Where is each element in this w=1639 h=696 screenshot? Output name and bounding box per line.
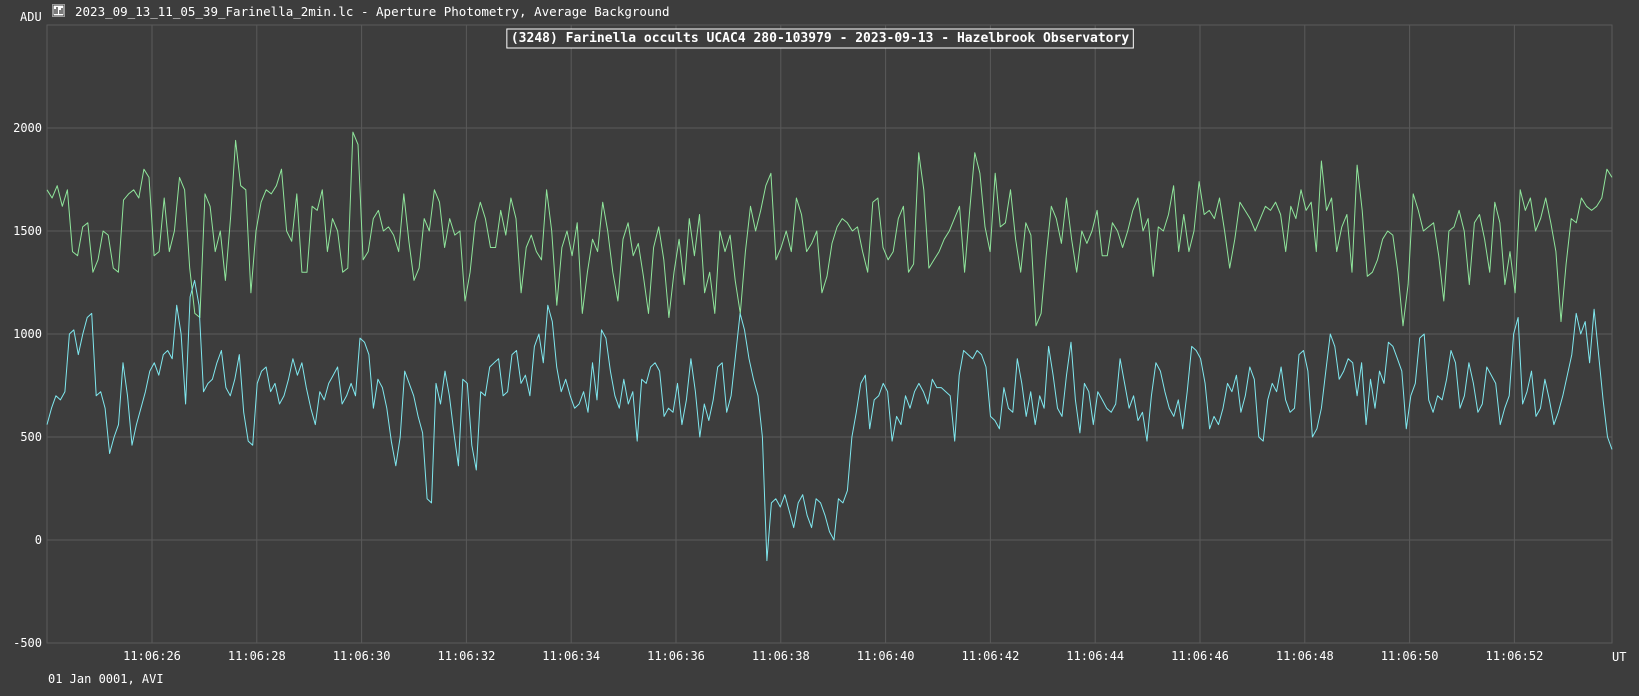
x-tick-label: 11:06:26 bbox=[123, 649, 181, 663]
file-title: 2023_09_13_11_05_39_Farinella_2min.lc - … bbox=[75, 4, 670, 19]
x-tick-label: 11:06:50 bbox=[1381, 649, 1439, 663]
x-tick-label: 11:06:36 bbox=[647, 649, 705, 663]
y-tick-label: 0 bbox=[35, 533, 42, 547]
x-tick-label: 11:06:52 bbox=[1486, 649, 1544, 663]
y-tick-labels: -500 0 500 1000 1500 2000 bbox=[13, 121, 42, 650]
x-tick-label: 11:06:32 bbox=[438, 649, 496, 663]
chart-title-box bbox=[506, 28, 1134, 49]
date-label: 01 Jan 0001, AVI bbox=[48, 672, 164, 686]
chart-title: (3248) Farinella occults UCAC4 280-10397… bbox=[506, 28, 1134, 49]
series-line-green bbox=[46, 131, 1613, 327]
series-line-cyan bbox=[46, 279, 1613, 562]
x-tick-label: 11:06:34 bbox=[542, 649, 600, 663]
x-tick-labels: 11:06:26 11:06:28 11:06:30 11:06:32 11:06:34… bbox=[123, 649, 1543, 663]
chart-title-text: (3248) Farinella occults UCAC4 280-10397… bbox=[511, 31, 1129, 46]
y-tick-label: 1000 bbox=[13, 327, 42, 341]
y-tick-label: 1500 bbox=[13, 224, 42, 238]
window-header: ADU 2023_09_13_11_05_39_Farinella_2min.l… bbox=[0, 0, 1639, 24]
x-tick-label: 11:06:30 bbox=[333, 649, 391, 663]
x-tick-label: 11:06:28 bbox=[228, 649, 286, 663]
y-axis-unit-label: ADU bbox=[20, 10, 42, 24]
x-tick-label: 11:06:40 bbox=[857, 649, 915, 663]
lightcurve-app-icon[interactable] bbox=[52, 4, 65, 17]
x-tick-label: 11:06:46 bbox=[1171, 649, 1229, 663]
x-tick-label: 11:06:42 bbox=[962, 649, 1020, 663]
grid-lines bbox=[46, 24, 1613, 644]
x-tick-label: 11:06:44 bbox=[1066, 649, 1124, 663]
x-tick-label: 11:06:48 bbox=[1276, 649, 1334, 663]
series-lines bbox=[46, 131, 1613, 562]
x-axis-unit-label: UT bbox=[1612, 650, 1627, 664]
x-tick-label: 11:06:38 bbox=[752, 649, 810, 663]
y-tick-label: -500 bbox=[13, 636, 42, 650]
y-tick-label: 500 bbox=[20, 430, 42, 444]
y-tick-label: 2000 bbox=[13, 121, 42, 135]
